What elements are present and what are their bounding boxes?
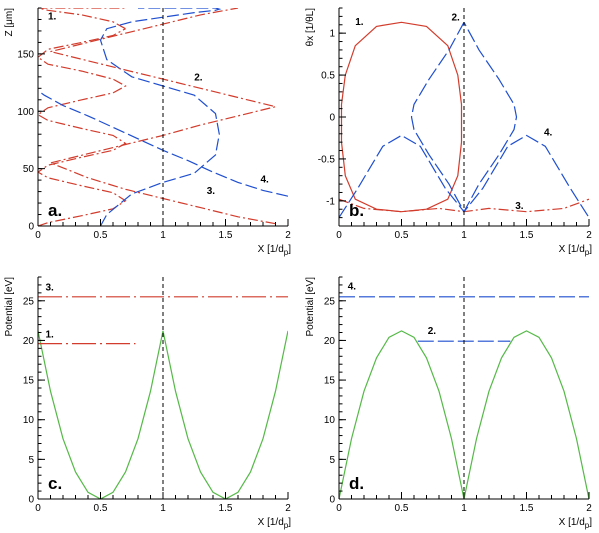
curve-label: 4. (261, 174, 270, 185)
y-tick-label: -1 (326, 196, 335, 207)
panel-label-b: b. (349, 201, 364, 220)
y-axis-label-a: Z [μm] (4, 8, 15, 37)
curve-label: 3. (46, 282, 55, 293)
x-tick-label: 1 (461, 503, 467, 514)
x-tick-label: 1.5 (219, 230, 233, 241)
y-tick-label: 15 (324, 376, 336, 387)
x-axis-label-b: X [1/dp] (559, 244, 593, 257)
x-tick-label: 0.5 (395, 230, 409, 241)
y-tick-label: 20 (23, 336, 35, 347)
x-axis-label-a: X [1/dp] (258, 244, 292, 257)
series-a-2 (99, 8, 222, 226)
x-tick-label: 2 (285, 503, 291, 514)
y-axis-label-c: Potential [eV] (4, 277, 15, 337)
x-tick-label: 1 (461, 230, 467, 241)
series-a-1b (38, 8, 126, 30)
y-tick-label: 5 (28, 455, 34, 466)
plot-area-a (38, 8, 288, 226)
series-c-potential (38, 330, 288, 499)
y-tick-label: 15 (23, 376, 35, 387)
y-tick-label: 0 (329, 495, 335, 506)
curve-label: 2. (428, 326, 437, 337)
series-d-potential (339, 330, 589, 499)
x-tick-label: 0 (35, 503, 41, 514)
y-tick-label: 25 (23, 296, 35, 307)
panel-b: 0 0.5 1 1.5 2 -1 -0.5 0 0.5 1 X [1/dp] θx [1/θL] b. 1… (305, 7, 593, 257)
x-tick-label: 2 (586, 503, 592, 514)
curve-label: 3. (207, 186, 216, 197)
x-tick-label: 1.5 (219, 503, 233, 514)
x-tick-label: 2 (586, 230, 592, 241)
y-axis-label-b: θx [1/θL] (305, 8, 316, 47)
series-a-4 (38, 90, 288, 197)
plot-area-c (38, 296, 288, 499)
y-axis-label-d: Potential [eV] (305, 277, 316, 337)
y-tick-label: 5 (329, 455, 335, 466)
y-tick-label: 0.5 (321, 71, 335, 82)
y-tick-label: 150 (17, 49, 34, 60)
x-tick-label: 1 (160, 230, 166, 241)
panel-label-d: d. (349, 474, 364, 493)
x-tick-label: 0.5 (94, 230, 108, 241)
curve-label: 2. (452, 13, 461, 24)
y-tick-label: 10 (324, 415, 336, 426)
x-tick-label: 0 (35, 230, 41, 241)
series-a-3 (48, 8, 276, 225)
x-tick-label: 0.5 (94, 503, 108, 514)
curve-label: 3. (515, 201, 524, 212)
x-axis-label-c: X [1/dp] (258, 517, 292, 530)
x-tick-label: 1.5 (520, 503, 534, 514)
panel-label-c: c. (48, 474, 62, 493)
x-tick-label: 1.5 (520, 230, 534, 241)
curve-label: 2. (194, 72, 203, 83)
curve-label: 1. (355, 17, 364, 28)
y-tick-label: 10 (23, 415, 35, 426)
y-tick-label: 100 (17, 107, 34, 118)
x-tick-label: 0 (336, 503, 342, 514)
curve-label: 1. (48, 11, 57, 22)
x-tick-label: 1 (160, 503, 166, 514)
x-tick-label: 0.5 (395, 503, 409, 514)
panel-label-a: a. (48, 201, 62, 220)
curve-label: 1. (46, 329, 55, 340)
y-tick-label: 0 (28, 495, 34, 506)
y-tick-label: 50 (23, 164, 35, 175)
y-tick-label: 25 (324, 296, 336, 307)
curve-label: 4. (544, 127, 553, 138)
y-tick-label: -0.5 (318, 154, 336, 165)
y-tick-label: 1 (329, 29, 335, 40)
x-tick-label: 0 (336, 230, 342, 241)
series-a-1 (38, 28, 127, 226)
y-tick-label: 0 (329, 113, 335, 124)
y-tick-label: 0 (28, 222, 34, 233)
curve-label: 4. (348, 282, 357, 293)
x-axis-label-d: X [1/dp] (559, 517, 593, 530)
x-tick-label: 2 (285, 230, 291, 241)
series-b-1 (340, 21, 463, 213)
panel-a: 0 0.5 1 1.5 2 0 50 100 150 X [1/dp] Z [μm] a. 1. 2. 3.… (4, 7, 292, 257)
y-tick-label: 20 (324, 336, 336, 347)
